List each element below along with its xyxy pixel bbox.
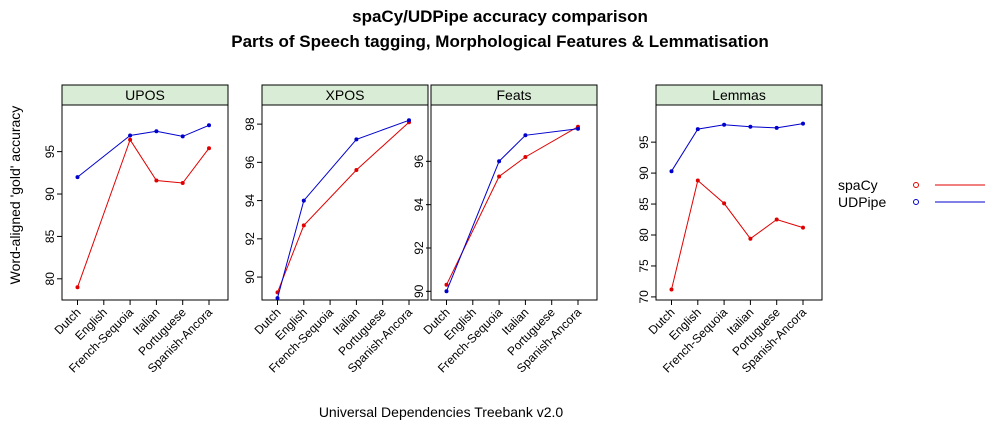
y-tick-label: 92: [412, 241, 426, 255]
data-point: [669, 287, 674, 292]
y-tick-label: 75: [637, 259, 651, 273]
data-point: [154, 129, 159, 134]
panels: UPOS80859095DutchEnglishFrench-SequoiaIt…: [43, 84, 823, 376]
panel-upos: UPOS80859095DutchEnglishFrench-SequoiaIt…: [43, 84, 229, 376]
data-point: [523, 155, 528, 159]
legend-label-udpipe: UDPipe: [838, 194, 886, 210]
y-tick-label: 90: [637, 166, 651, 180]
series-line-spacy: [277, 121, 410, 293]
y-tick-label: 94: [412, 198, 426, 212]
data-point: [128, 133, 133, 138]
data-point: [774, 217, 779, 222]
data-point: [523, 133, 528, 138]
chart-subtitle: Parts of Speech tagging, Morphological F…: [231, 32, 768, 51]
y-tick-label: 95: [43, 145, 57, 159]
data-point: [748, 124, 753, 129]
panel-frame: [430, 104, 598, 301]
series-line-udpipe: [277, 119, 410, 299]
data-point: [695, 127, 700, 132]
data-point: [275, 296, 280, 301]
data-point: [207, 123, 211, 128]
legend-marker-udpipe: [913, 199, 919, 205]
chart-title: spaCy/UDPipe accuracy comparison: [352, 7, 648, 26]
y-tick-label: 85: [637, 197, 651, 211]
series-line-spacy: [446, 126, 579, 286]
y-tick-label: 90: [243, 270, 257, 284]
y-tick-label: 92: [243, 232, 257, 246]
y-tick-label: 95: [637, 135, 651, 149]
data-point: [180, 134, 185, 139]
series-line-udpipe: [671, 123, 804, 172]
data-point: [444, 282, 449, 287]
data-point: [801, 121, 805, 126]
panel-frame: [261, 104, 429, 301]
y-tick-label: 98: [243, 117, 257, 131]
panel-frame: [655, 104, 823, 301]
y-tick-label: 80: [637, 228, 651, 242]
y-tick-label: 85: [43, 229, 57, 243]
legend-marker-spacy: [913, 182, 919, 188]
y-tick-label: 90: [43, 187, 57, 201]
data-point: [180, 181, 185, 185]
y-tick-label: 70: [637, 290, 651, 304]
data-point: [497, 159, 502, 164]
panel-strip-label: Lemmas: [712, 87, 766, 103]
data-point: [407, 118, 411, 123]
series-line-udpipe: [446, 128, 579, 292]
data-point: [301, 223, 306, 228]
data-point: [301, 198, 306, 203]
x-axis-label: Universal Dependencies Treebank v2.0: [319, 404, 564, 420]
y-axis-label: Word-aligned 'gold' accuracy: [7, 106, 23, 285]
series-line-udpipe: [77, 124, 210, 178]
data-point: [774, 125, 779, 130]
y-tick-label: 80: [43, 272, 57, 286]
data-point: [207, 146, 211, 151]
data-point: [576, 126, 580, 131]
data-point: [444, 289, 449, 294]
data-point: [669, 169, 674, 174]
data-point: [154, 178, 159, 183]
data-point: [75, 175, 80, 180]
data-point: [722, 201, 727, 206]
y-tick-label: 96: [243, 155, 257, 169]
data-point: [497, 174, 502, 179]
data-point: [722, 122, 727, 127]
legend-label-spacy: spaCy: [838, 177, 878, 193]
data-point: [128, 137, 133, 142]
data-point: [75, 285, 80, 290]
panel-strip-label: XPOS: [326, 87, 365, 103]
panel-lemmas: Lemmas707580859095DutchEnglishFrench-Seq…: [637, 84, 823, 376]
data-point: [354, 168, 359, 172]
panel-frame: [61, 104, 229, 301]
series-line-spacy: [671, 179, 804, 290]
panel-xpos: XPOS9092949698DutchEnglishFrench-Sequoia…: [243, 84, 429, 376]
panel-strip-label: Feats: [496, 87, 531, 103]
data-point: [801, 225, 805, 230]
panel-strip-label: UPOS: [125, 87, 165, 103]
y-tick-label: 96: [412, 154, 426, 168]
panel-feats: Feats90929496DutchEnglishFrench-SequoiaI…: [412, 84, 598, 376]
data-point: [695, 178, 700, 183]
data-point: [354, 137, 359, 142]
y-tick-label: 94: [243, 194, 257, 208]
y-tick-label: 90: [412, 284, 426, 298]
data-point: [748, 236, 753, 241]
